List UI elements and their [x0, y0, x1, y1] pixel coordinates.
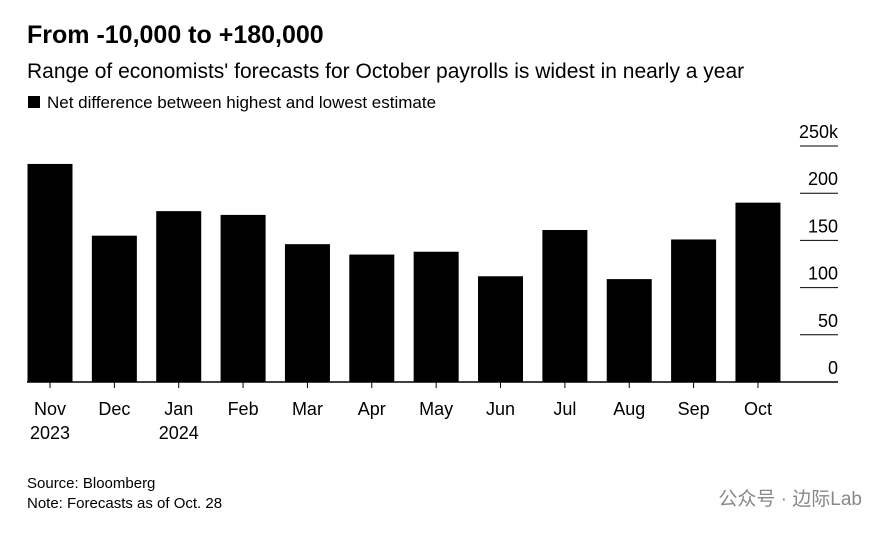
y-tick-label: 0	[828, 358, 838, 378]
bar	[156, 211, 202, 382]
y-tick-label: 100	[808, 264, 838, 284]
source: Source: Bloomberg	[27, 475, 155, 492]
x-tick-label: Jun	[486, 399, 515, 419]
y-tick-label: 50	[818, 311, 838, 331]
x-tick-label: Aug	[613, 399, 645, 419]
x-tick-label: Oct	[744, 399, 772, 419]
watermark: 公众号 · 边际Lab	[718, 488, 862, 510]
x-tick-label: Mar	[292, 399, 323, 419]
legend-label: Net difference between highest and lowes…	[47, 93, 436, 112]
x-tick-label: Feb	[228, 399, 259, 419]
y-tick-label: 250k	[799, 122, 839, 142]
bar	[349, 254, 395, 382]
x-tick-label: Nov 2023	[30, 399, 70, 443]
y-tick-label: 200	[808, 169, 838, 189]
x-tick-label: Apr	[358, 399, 386, 419]
chart-title: From -10,000 to +180,000	[27, 21, 324, 49]
bar	[542, 230, 588, 382]
bar	[91, 235, 137, 382]
x-tick-label: Jul	[553, 399, 576, 419]
legend-swatch	[28, 96, 40, 108]
bar	[735, 202, 781, 382]
bar	[27, 163, 73, 382]
note: Note: Forecasts as of Oct. 28	[27, 495, 222, 512]
x-tick-label: Jan 2024	[159, 399, 199, 443]
x-tick-label: Dec	[98, 399, 130, 419]
bar	[671, 239, 717, 382]
bar	[284, 244, 330, 382]
bar	[606, 279, 652, 382]
bar	[478, 276, 524, 382]
bar	[220, 214, 266, 382]
y-tick-label: 150	[808, 216, 838, 236]
bar	[413, 251, 459, 382]
chart-subtitle: Range of economists' forecasts for Octob…	[27, 60, 744, 83]
x-tick-label: May	[419, 399, 453, 419]
x-tick-label: Sep	[678, 399, 710, 419]
